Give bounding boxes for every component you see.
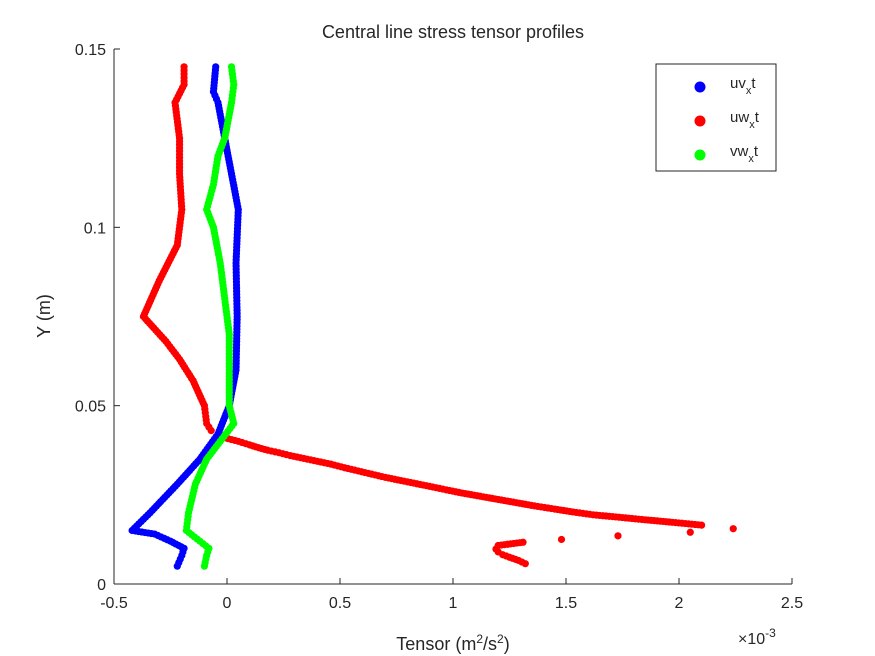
x-tick-label: 1: [449, 595, 458, 612]
x-axis-label-mid: /s: [483, 634, 497, 654]
y-axis-label: Y (m): [34, 294, 54, 338]
y-tick-label: 0.1: [84, 220, 106, 237]
chart-title: Central line stress tensor profiles: [322, 22, 584, 42]
data-point-series-2: [180, 63, 188, 71]
legend-marker-2: [694, 115, 706, 127]
legend-label-2-main: uw: [730, 109, 749, 126]
x-axis-label: Tensor (m2/s2): [396, 632, 509, 654]
x-multiplier-exp: -3: [765, 626, 776, 640]
x-axis-label-end: ): [504, 634, 510, 654]
x-ticks: -0.5 0 0.5 1 1.5 2 2.5: [100, 578, 803, 612]
x-axis-label-sup1: 2: [476, 632, 483, 646]
legend-label-3: vwxt: [730, 143, 759, 165]
data-points-layer: [128, 63, 737, 570]
y-tick-label: 0.05: [75, 399, 106, 416]
x-tick-label: 0.5: [329, 595, 351, 612]
x-axis-label-main: Tensor (m: [396, 634, 476, 654]
x-tick-label: -0.5: [100, 595, 128, 612]
legend-label-1-main: uv: [730, 75, 746, 92]
legend-label-1-end: t: [751, 75, 756, 92]
y-ticks: 0 0.05 0.1 0.15: [75, 42, 120, 594]
legend-label-1: uvxt: [730, 75, 756, 97]
x-tick-label: 0: [223, 595, 232, 612]
legend-label-2-end: t: [755, 109, 760, 126]
x-tick-label: 1.5: [555, 595, 577, 612]
legend-marker-1: [694, 81, 706, 93]
data-point-series-2: [698, 521, 706, 529]
legend-label-2: uwxt: [730, 109, 760, 131]
y-tick-label: 0: [97, 577, 106, 594]
x-tick-label: 2: [675, 595, 684, 612]
x-multiplier-label: ×10-3: [738, 626, 776, 648]
data-point-series-2: [557, 535, 566, 544]
legend-marker-3: [694, 149, 706, 161]
data-point-series-1: [212, 63, 220, 71]
legend-label-3-end: t: [754, 143, 759, 160]
x-axis-label-sup2: 2: [497, 632, 504, 646]
legend-label-1-sub: x: [746, 85, 752, 97]
legend-label-3-sub: x: [748, 153, 754, 165]
legend-label-3-main: vw: [730, 143, 749, 160]
data-point-series-2: [686, 528, 694, 536]
x-multiplier-base: ×10: [738, 631, 765, 648]
y-tick-label: 0.15: [75, 42, 106, 59]
x-tick-label: 2.5: [781, 595, 803, 612]
data-point-series-2: [729, 525, 737, 533]
legend-label-2-sub: x: [749, 119, 755, 131]
legend-box: [655, 63, 777, 172]
data-point-series-2: [614, 532, 622, 540]
data-point-series-2: [521, 560, 529, 568]
data-point-series-3: [227, 63, 236, 71]
